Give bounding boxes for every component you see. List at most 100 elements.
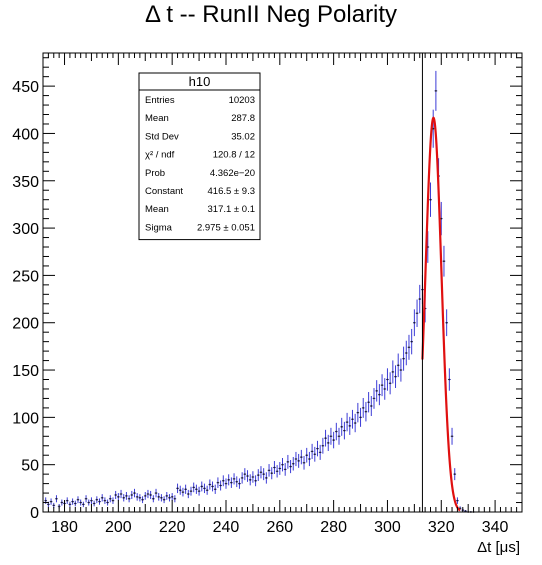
y-tick-label-300: 300 bbox=[12, 221, 39, 238]
data-point-21 bbox=[100, 494, 104, 502]
data-point-88 bbox=[281, 457, 284, 472]
x-axis: 180 200 220 240 260 280 300 320 340 bbox=[42, 53, 523, 536]
data-point-89 bbox=[283, 463, 287, 476]
data-point-8 bbox=[65, 497, 69, 504]
stats-box-title: h10 bbox=[189, 74, 211, 89]
data-point-134 bbox=[404, 340, 408, 366]
data-point-45 bbox=[165, 492, 169, 500]
data-point-47 bbox=[170, 493, 174, 501]
data-point-23 bbox=[106, 499, 109, 506]
data-point-34 bbox=[135, 493, 139, 501]
data-point-94 bbox=[297, 453, 300, 468]
stats-label-0: Entries bbox=[145, 95, 175, 106]
data-point-127 bbox=[386, 368, 389, 391]
x-tick-label-280: 280 bbox=[320, 519, 347, 536]
data-point-103 bbox=[321, 437, 325, 454]
data-point-102 bbox=[318, 444, 322, 460]
data-point-86 bbox=[275, 465, 279, 478]
fit-curve-group bbox=[421, 116, 461, 512]
data-point-132 bbox=[399, 358, 403, 382]
stats-value-0: 10203 bbox=[229, 95, 255, 106]
data-point-20 bbox=[98, 498, 101, 505]
data-point-13 bbox=[79, 499, 83, 506]
y-tick-label-400: 400 bbox=[12, 126, 39, 143]
x-tick-label-320: 320 bbox=[428, 519, 455, 536]
data-point-44 bbox=[162, 496, 166, 504]
data-point-71 bbox=[235, 476, 239, 488]
data-point-6 bbox=[60, 499, 64, 506]
data-point-69 bbox=[230, 477, 233, 488]
data-point-148 bbox=[442, 245, 446, 277]
data-point-41 bbox=[154, 488, 158, 498]
data-point-51 bbox=[181, 487, 185, 497]
data-points bbox=[44, 70, 475, 513]
data-point-131 bbox=[396, 353, 400, 378]
data-point-87 bbox=[278, 462, 282, 475]
data-point-110 bbox=[340, 417, 344, 436]
data-point-42 bbox=[157, 493, 161, 501]
data-point-43 bbox=[160, 494, 163, 502]
data-point-84 bbox=[270, 467, 274, 480]
data-point-15 bbox=[84, 495, 88, 503]
data-point-98 bbox=[308, 451, 311, 467]
data-point-105 bbox=[326, 434, 330, 451]
y-tick-label-100: 100 bbox=[12, 410, 39, 427]
data-point-124 bbox=[378, 384, 381, 406]
data-point-112 bbox=[345, 412, 349, 432]
stats-label-6: Mean bbox=[145, 204, 169, 215]
x-axis-label: Δt [μs] bbox=[477, 539, 520, 556]
data-point-99 bbox=[310, 443, 314, 460]
data-point-5 bbox=[57, 504, 61, 509]
x-tick-label-220: 220 bbox=[159, 519, 186, 536]
y-tick-label-50: 50 bbox=[21, 458, 39, 475]
data-point-66 bbox=[221, 475, 225, 487]
data-point-54 bbox=[189, 486, 193, 496]
data-point-52 bbox=[184, 484, 187, 494]
data-point-113 bbox=[348, 416, 352, 435]
data-point-136 bbox=[410, 328, 414, 355]
data-point-27 bbox=[117, 493, 120, 501]
data-point-128 bbox=[388, 372, 392, 395]
data-point-106 bbox=[329, 427, 333, 445]
y-tick-label-450: 450 bbox=[12, 79, 39, 96]
data-point-19 bbox=[95, 496, 99, 504]
data-point-80 bbox=[259, 466, 263, 479]
data-point-4 bbox=[55, 495, 58, 503]
data-point-61 bbox=[208, 479, 212, 490]
data-point-2 bbox=[49, 498, 53, 505]
data-point-24 bbox=[108, 495, 112, 503]
data-point-145 bbox=[434, 70, 438, 111]
data-point-108 bbox=[334, 422, 338, 441]
data-point-68 bbox=[227, 474, 231, 486]
x-tick-label-300: 300 bbox=[374, 519, 401, 536]
chart-title: Δ t -- RunII Neg Polarity bbox=[145, 1, 397, 28]
data-point-149 bbox=[445, 309, 448, 337]
data-point-130 bbox=[394, 365, 397, 388]
data-point-101 bbox=[316, 440, 319, 457]
data-point-91 bbox=[289, 460, 292, 474]
stats-value-5: 416.5 ± 9.3 bbox=[208, 186, 255, 197]
data-point-73 bbox=[240, 472, 244, 484]
data-point-129 bbox=[391, 360, 395, 384]
data-point-74 bbox=[243, 468, 247, 481]
stats-box: h10 Entries 10203 Mean 287.8 Std Dev 35.02 χ² /… bbox=[138, 72, 261, 241]
data-point-138 bbox=[415, 299, 419, 327]
data-point-55 bbox=[192, 482, 196, 493]
stats-label-3: χ² / ndf bbox=[145, 150, 175, 161]
stats-label-1: Mean bbox=[145, 113, 169, 124]
x-tick-label-340: 340 bbox=[482, 519, 509, 536]
stats-value-3: 120.8 / 12 bbox=[213, 150, 255, 161]
data-point-95 bbox=[299, 449, 303, 465]
data-point-120 bbox=[367, 392, 370, 413]
data-point-153 bbox=[456, 497, 459, 504]
y-tick-label-150: 150 bbox=[12, 363, 39, 380]
data-point-96 bbox=[302, 455, 306, 470]
plot-frame bbox=[42, 52, 523, 513]
stats-value-4: 4.362e−20 bbox=[210, 168, 255, 179]
data-point-104 bbox=[324, 429, 327, 447]
data-point-85 bbox=[273, 461, 276, 475]
data-point-11 bbox=[73, 500, 77, 507]
data-point-30 bbox=[125, 492, 128, 500]
data-point-65 bbox=[219, 480, 222, 491]
